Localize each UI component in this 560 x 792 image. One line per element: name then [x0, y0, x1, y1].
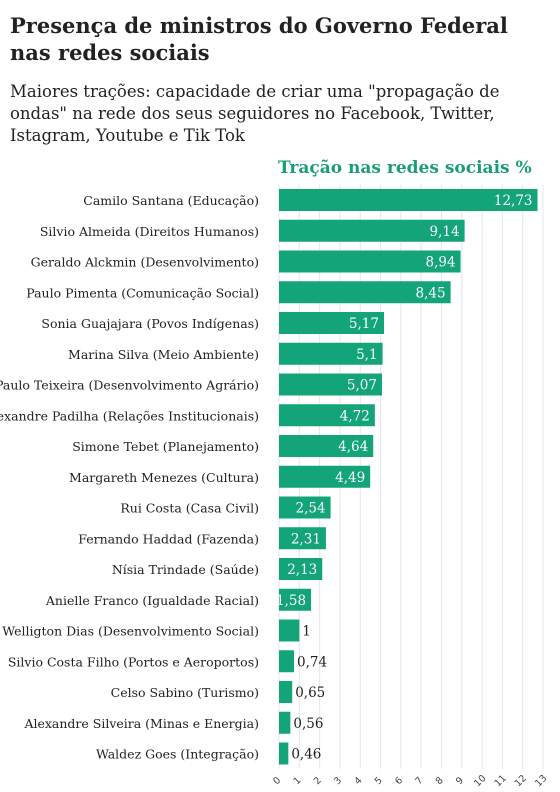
page-title: Presença de ministros do Governo Federal… [10, 13, 508, 65]
x-tick-label: 10 [472, 773, 488, 789]
data-label: 9,14 [430, 224, 460, 240]
page-subtitle: Maiores trações: capacidade de criar uma… [10, 82, 500, 145]
category-label: Margareth Menezes (Cultura) [69, 470, 259, 485]
data-label: 4,64 [338, 439, 368, 455]
data-label: 1,58 [276, 593, 306, 609]
category-label: Welligton Dias (Desenvolvimento Social) [2, 624, 259, 639]
x-tick-label: 1 [292, 775, 304, 787]
bar [279, 219, 465, 242]
bar [279, 435, 374, 457]
category-label: Alexandre Silveira (Minas e Energia) [23, 716, 259, 731]
bar [279, 312, 384, 334]
data-label: 8,45 [416, 285, 446, 301]
bar [279, 619, 300, 642]
bar [279, 527, 326, 550]
data-label: 0,46 [291, 747, 321, 763]
data-label: 2,13 [287, 562, 317, 578]
bar [279, 650, 295, 673]
bar [279, 342, 383, 365]
category-label: Marina Silva (Meio Ambiente) [68, 347, 259, 362]
bar [279, 404, 375, 427]
x-tick-label: 11 [492, 773, 508, 789]
data-label: 0,74 [297, 654, 327, 670]
bar [279, 281, 451, 304]
data-label: 5,1 [356, 347, 377, 363]
category-label: Paulo Pimenta (Comunicação Social) [26, 285, 259, 300]
x-tick-label: 8 [434, 775, 446, 787]
data-label: 5,07 [347, 378, 377, 394]
bar [279, 681, 293, 703]
x-tick-label: 9 [454, 775, 466, 787]
x-tick-label: 12 [513, 773, 529, 789]
data-label: 4,72 [340, 408, 370, 424]
category-label: Sonia Guajajara (Povos Indígenas) [41, 316, 259, 331]
data-label: 4,49 [335, 470, 365, 486]
x-tick-label: 0 [271, 775, 283, 787]
chart-title: Tração nas redes sociais % [278, 158, 532, 178]
bar [279, 588, 312, 611]
data-label: 12,73 [494, 193, 533, 209]
data-label: 5,17 [349, 316, 379, 332]
data-label: 2,31 [291, 531, 321, 547]
x-tick-label: 2 [312, 775, 324, 787]
data-label: 1 [302, 624, 311, 640]
data-label: 0,65 [295, 685, 325, 701]
category-label: Geraldo Alckmin (Desenvolvimento) [31, 255, 259, 270]
category-label: Celso Sabino (Turismo) [111, 685, 259, 700]
x-tick-label: 3 [332, 775, 344, 787]
bar [279, 558, 323, 580]
bar [279, 250, 461, 273]
x-tick-label: 6 [393, 775, 405, 787]
data-label: 2,54 [296, 501, 326, 517]
category-label: Silvio Almeida (Direitos Humanos) [40, 224, 259, 239]
bar [279, 189, 538, 211]
x-tick-label: 4 [352, 775, 364, 787]
data-label: 0,56 [293, 716, 323, 732]
bar [279, 496, 331, 519]
category-label: Fernando Haddad (Fazenda) [78, 531, 259, 546]
bar [279, 711, 291, 734]
x-tick-label: 7 [413, 775, 425, 787]
category-label: Silvio Costa Filho (Portos e Aeroportos) [8, 654, 259, 669]
bar [279, 742, 289, 765]
category-label: Rui Costa (Casa Civil) [120, 501, 259, 516]
x-tick-label: 5 [373, 775, 385, 787]
bar [279, 465, 371, 488]
category-label: Alexandre Padilha (Relações Instituciona… [0, 408, 259, 423]
bar [279, 373, 382, 396]
category-label: Paulo Teixeira (Desenvolvimento Agrário) [0, 378, 259, 393]
category-label: Simone Tebet (Planejamento) [72, 439, 259, 454]
data-label: 8,94 [425, 255, 455, 271]
category-label: Anielle Franco (Igualdade Racial) [45, 593, 259, 608]
category-label: Waldez Goes (Integração) [96, 747, 259, 762]
category-label: Nísia Trindade (Saúde) [112, 562, 259, 577]
x-tick-label: 13 [533, 773, 549, 789]
category-label: Camilo Santana (Educação) [83, 193, 259, 208]
